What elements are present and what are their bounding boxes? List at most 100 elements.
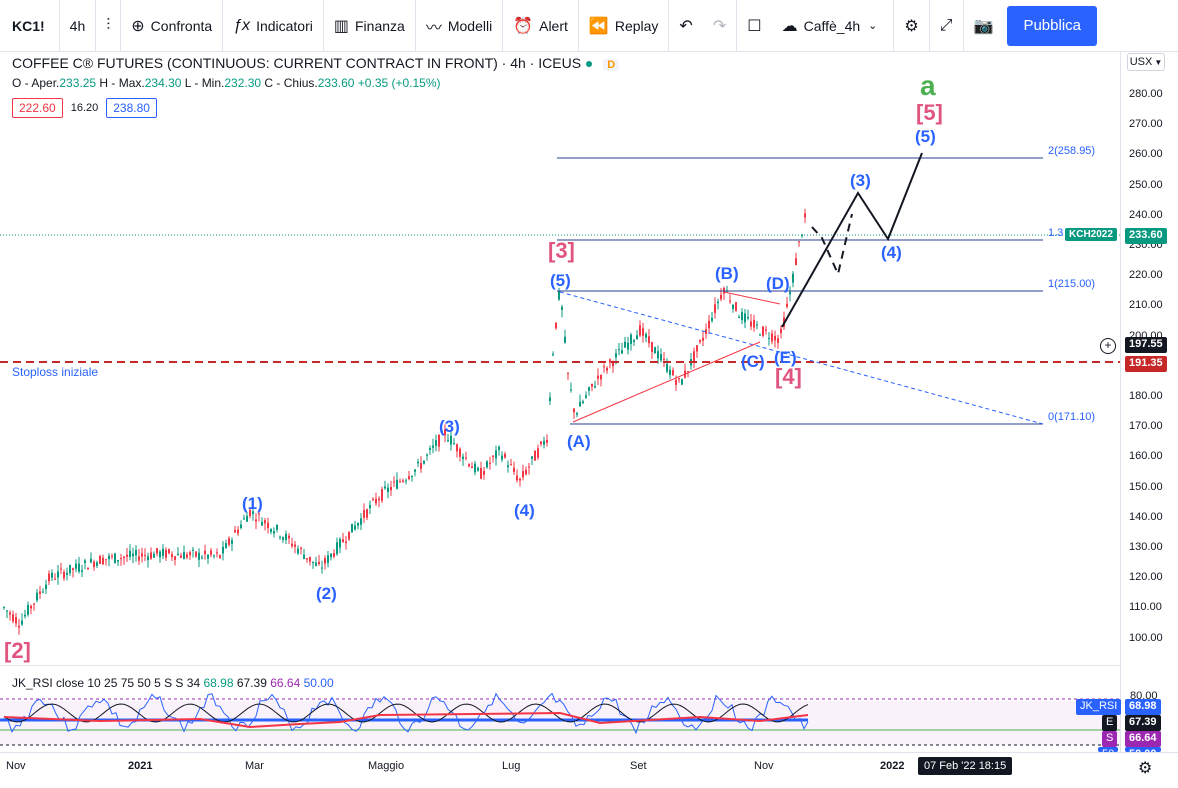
candle-body <box>150 552 152 559</box>
layout-selector[interactable]: ☁ Caffè_4h ⌄ <box>772 0 895 51</box>
candle-body <box>453 443 455 445</box>
snapshot-button[interactable]: 📷 <box>964 0 1004 51</box>
currency-selector[interactable]: USX ▼ <box>1127 53 1165 71</box>
candle-body <box>432 445 434 448</box>
candle-body <box>216 552 218 554</box>
candle-body <box>354 525 356 530</box>
candle-body <box>300 547 302 550</box>
add-plus-icon[interactable]: + <box>1100 338 1116 354</box>
candle-body <box>441 430 443 432</box>
plus-circle-icon: ⊕ <box>131 17 145 35</box>
rsi-legend[interactable]: JK_RSI close 10 25 75 50 5 S S 34 68.98 … <box>12 676 334 690</box>
candle-body <box>495 450 497 459</box>
candle-body <box>327 555 329 563</box>
candle-body <box>633 340 635 342</box>
candle-body <box>405 480 407 482</box>
interval-selector[interactable]: 4h <box>60 0 97 51</box>
replay-button[interactable]: ⏪ Replay <box>579 0 670 51</box>
candle-body <box>9 612 11 615</box>
candle-body <box>345 541 347 544</box>
candle-body <box>3 607 5 609</box>
chart-type-button[interactable]: ⫶ <box>96 0 122 51</box>
candle-body <box>675 379 677 385</box>
candle-body <box>654 347 656 354</box>
rsi-pane[interactable] <box>0 665 1120 752</box>
indicators-button[interactable]: ƒx Indicatori <box>223 0 324 51</box>
candle-body <box>570 389 572 391</box>
projection-alt-path[interactable] <box>811 213 853 278</box>
fullscreen-mode-button[interactable]: ☐ <box>737 0 771 51</box>
price-axis-label: 170.00 <box>1129 420 1163 433</box>
time-label-2022: 2022 <box>880 760 905 772</box>
templates-label: Modelli <box>447 17 493 34</box>
candle-body <box>663 358 665 360</box>
rsi-tag-s: 66.64 <box>1125 731 1161 747</box>
candle-body <box>198 552 200 560</box>
sell-box[interactable]: 222.60 <box>12 98 63 118</box>
candle-body <box>351 523 353 533</box>
candle-body <box>306 558 308 560</box>
publish-button[interactable]: Pubblica <box>1007 5 1097 46</box>
finance-button[interactable]: ▥ Finanza <box>324 0 416 51</box>
candle-body <box>51 572 53 578</box>
triangle-lower[interactable] <box>572 341 761 423</box>
rsi-band <box>0 701 1120 745</box>
candle-body <box>249 509 251 517</box>
time-label-nov2: Nov <box>754 760 774 772</box>
candle-body <box>252 511 254 515</box>
candle-body <box>789 292 791 295</box>
candle-body <box>720 294 722 300</box>
price-axis-label: 140.00 <box>1129 510 1163 523</box>
currency-label: USX <box>1129 56 1153 68</box>
candle-body <box>561 306 563 310</box>
redo-button[interactable]: ↷ <box>703 0 738 51</box>
trend-line-dashed[interactable] <box>559 291 1044 425</box>
candle-body <box>741 312 743 321</box>
rsi-chart[interactable] <box>0 677 1120 752</box>
wave-label-A: (A) <box>567 432 591 451</box>
candle-body <box>336 542 338 555</box>
candle-body <box>630 334 632 344</box>
rsi-value-1: 68.98 <box>203 676 234 690</box>
alert-button[interactable]: ⏰ Alert <box>503 0 579 51</box>
gear-icon[interactable]: ⚙ <box>1138 760 1153 777</box>
candle-body <box>390 487 392 491</box>
candle-body <box>549 397 551 402</box>
candle-body <box>195 551 197 557</box>
projection-path[interactable] <box>781 152 923 328</box>
triangle-upper[interactable] <box>723 291 781 305</box>
settings-button[interactable]: ⚙ <box>894 0 930 51</box>
high-value: 234.30 <box>144 76 182 90</box>
fullscreen-button[interactable]: ⤢ <box>930 0 964 51</box>
candle-body <box>744 313 746 323</box>
price-axis-label: 280.00 <box>1129 88 1163 100</box>
symbol-search[interactable]: KC1! <box>0 0 60 51</box>
projection-label-5: (5) <box>915 127 936 146</box>
candle-body <box>711 317 713 321</box>
candle-body <box>417 461 419 464</box>
series-legend[interactable]: COFFEE C® FUTURES (CONTINUOUS: CURRENT C… <box>12 55 620 71</box>
rsi-label: JK_RSI close 10 25 75 50 5 S S 34 <box>12 676 201 690</box>
candle-body <box>369 505 371 509</box>
candle-body <box>363 510 365 518</box>
buy-box[interactable]: 238.80 <box>106 98 157 118</box>
price-axis[interactable]: 280.00 270.00 260.00 250.00 240.00 230.00 220.… <box>1120 52 1178 752</box>
price-chart[interactable] <box>0 52 1120 664</box>
candle-body <box>180 555 182 558</box>
candle-body <box>423 460 425 464</box>
price-axis-label: 220.00 <box>1129 269 1163 282</box>
candle-body <box>528 466 530 468</box>
close-label: C - Chius. <box>264 76 318 90</box>
compare-label: Confronta <box>150 17 213 34</box>
compare-button[interactable]: ⊕ Confronta <box>121 0 224 51</box>
candle-body <box>459 448 461 457</box>
time-label-set: Set <box>630 760 647 772</box>
wave-label-E: (E) <box>774 348 797 367</box>
candle-body <box>360 518 362 525</box>
undo-button[interactable]: ↶ <box>669 0 702 51</box>
cloud-icon: ☁ <box>781 17 798 35</box>
finance-label: Finanza <box>355 17 405 34</box>
candle-body <box>45 584 47 590</box>
candle-body <box>777 338 779 343</box>
templates-button[interactable]: 〰 Modelli <box>416 0 504 51</box>
